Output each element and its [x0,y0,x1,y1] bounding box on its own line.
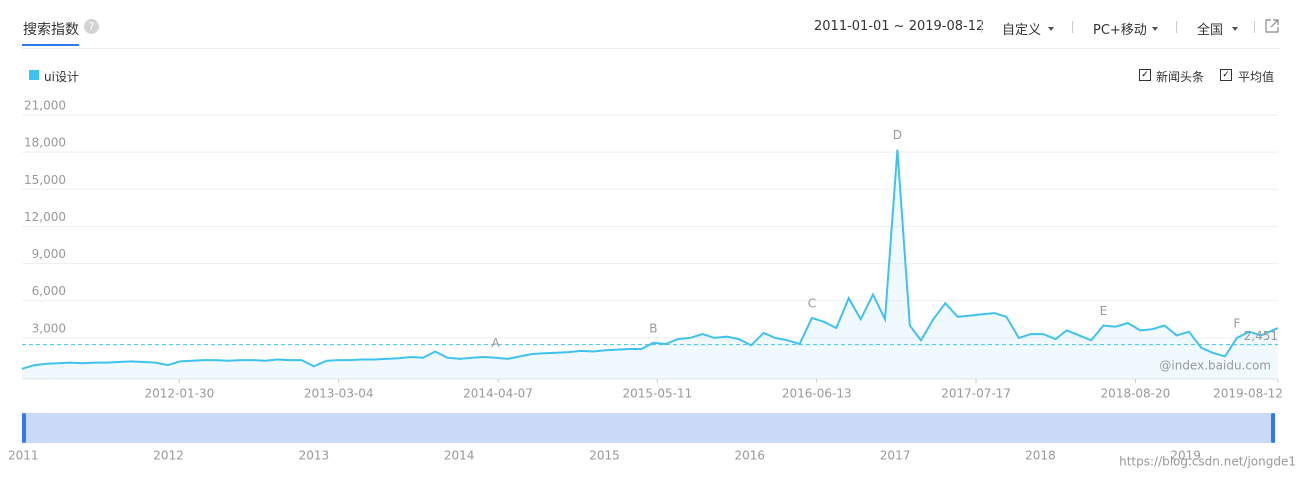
y-tick-label: 18,000 [24,136,66,150]
navigator-year: 2015 [589,449,620,463]
separator [981,21,982,33]
navigator-handle[interactable] [1271,413,1275,443]
separator [1176,21,1177,33]
x-tick-label: 2017-07-17 [941,387,1011,401]
y-tick-label: 21,000 [24,99,66,113]
navigator-year: 2017 [880,449,911,463]
caret [1232,27,1238,31]
legend-swatch [29,70,39,80]
date-range[interactable]: 2011-01-01 ~ 2019-08-12 [814,19,985,34]
checkbox[interactable]: ✓ [1139,69,1151,81]
x-tick-label: 2016-06-13 [782,387,852,401]
x-tick-label: 2018-08-20 [1101,387,1171,401]
footer-watermark: https://blog.csdn.net/jongde1 [1119,455,1296,469]
navigator-year: 2018 [1025,449,1056,463]
annotation[interactable]: E [1100,304,1108,318]
mode-select[interactable]: 自定义 [1002,23,1042,38]
average-label: 2,451 [1244,329,1278,343]
x-tick-label: 2012-01-30 [144,387,214,401]
checkbox[interactable]: ✓ [1220,69,1232,81]
caret [1048,27,1054,31]
annotation[interactable]: A [492,336,501,350]
region-select[interactable]: 全国 [1197,23,1224,38]
separator [1072,21,1073,33]
watermark: @index.baidu.com [1159,359,1271,373]
tab[interactable]: 搜索指数 [23,22,79,38]
area [22,149,1278,379]
y-tick-label: 15,000 [24,173,66,187]
annotation[interactable]: B [649,321,657,335]
device-select[interactable]: PC+移动 [1093,23,1147,38]
annotation[interactable]: F [1233,316,1240,330]
navigator-year: 2016 [735,449,766,463]
option-label[interactable]: 新闻头条 [1156,70,1205,84]
export-icon[interactable] [1265,19,1279,33]
navigator-track [22,413,1275,443]
navigator-year: 2019 [1170,449,1201,463]
x-tick-label: 2014-04-07 [463,387,533,401]
navigator-year: 2014 [444,449,475,463]
caret [1152,27,1158,31]
y-tick-label: 9,000 [32,247,66,261]
option-label[interactable]: 平均值 [1238,70,1275,84]
x-tick-label: 2019-08-12 [1213,387,1283,401]
navigator-handle[interactable] [22,413,26,443]
navigator-year: 2011 [8,449,39,463]
y-tick-label: 3,000 [32,321,66,335]
divider [22,48,1280,49]
x-tick-label: 2015-05-11 [623,387,693,401]
y-tick-label: 12,000 [24,210,66,224]
y-tick-label: 6,000 [32,284,66,298]
x-tick-label: 2013-03-04 [304,387,374,401]
navigator-year: 2012 [153,449,184,463]
help-icon[interactable]: ? [84,19,99,34]
legend-label[interactable]: ui设计 [44,70,79,84]
annotation[interactable]: D [893,128,902,142]
tab-underline [22,44,79,46]
annotation[interactable]: C [808,297,816,311]
navigator-year: 2013 [299,449,330,463]
separator [1254,21,1255,33]
line [21,149,1279,370]
